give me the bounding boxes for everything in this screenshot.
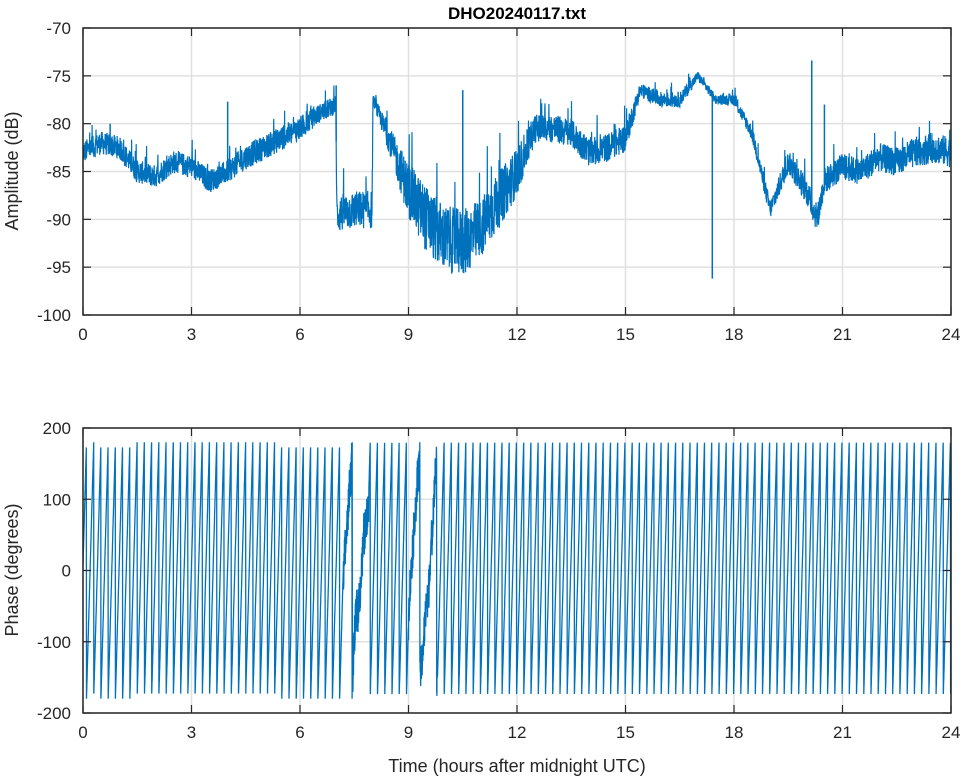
- x-tick-label: 24: [942, 325, 961, 344]
- x-tick-label: 6: [295, 723, 304, 742]
- x-tick-label: 0: [78, 723, 87, 742]
- y-tick-label: -90: [46, 210, 71, 229]
- phase-y-label: Phase (degrees): [2, 503, 22, 636]
- x-tick-label: 9: [404, 325, 413, 344]
- amplitude-axes: 0 3 6 9 12 15 18 21 24 -70 -75 -80 -85 -90 -95 -100: [37, 19, 960, 344]
- x-tick-label: 3: [187, 723, 196, 742]
- x-axis-label: Time (hours after midnight UTC): [388, 756, 645, 776]
- y-tick-label: -80: [46, 115, 71, 134]
- y-tick-label: -75: [46, 67, 71, 86]
- y-tick-label: 0: [62, 562, 71, 581]
- y-tick-label: -100: [37, 633, 71, 652]
- x-tick-label: 21: [833, 723, 852, 742]
- amplitude-y-label: Amplitude (dB): [2, 111, 22, 230]
- chart-title: DHO20240117.txt: [448, 4, 586, 23]
- x-tick-label: 21: [833, 325, 852, 344]
- y-tick-label: -200: [37, 704, 71, 723]
- x-tick-label: 18: [725, 723, 744, 742]
- x-tick-label: 3: [187, 325, 196, 344]
- x-tick-label: 15: [616, 325, 635, 344]
- y-tick-label: -95: [46, 258, 71, 277]
- phase-axes: 0 3 6 9 12 15 18 21 24 200 100 0 -100 -200: [37, 419, 960, 742]
- x-tick-label: 24: [942, 723, 961, 742]
- y-tick-label: 200: [43, 419, 71, 438]
- x-tick-label: 12: [508, 723, 527, 742]
- x-tick-label: 15: [616, 723, 635, 742]
- x-tick-label: 6: [295, 325, 304, 344]
- phase-line: [83, 442, 951, 699]
- x-tick-label: 18: [725, 325, 744, 344]
- x-tick-label: 12: [508, 325, 527, 344]
- y-tick-label: -85: [46, 163, 71, 182]
- y-tick-label: -100: [37, 306, 71, 325]
- y-tick-label: 100: [43, 490, 71, 509]
- x-tick-label: 0: [78, 325, 87, 344]
- x-tick-label: 9: [404, 723, 413, 742]
- y-tick-label: -70: [46, 19, 71, 38]
